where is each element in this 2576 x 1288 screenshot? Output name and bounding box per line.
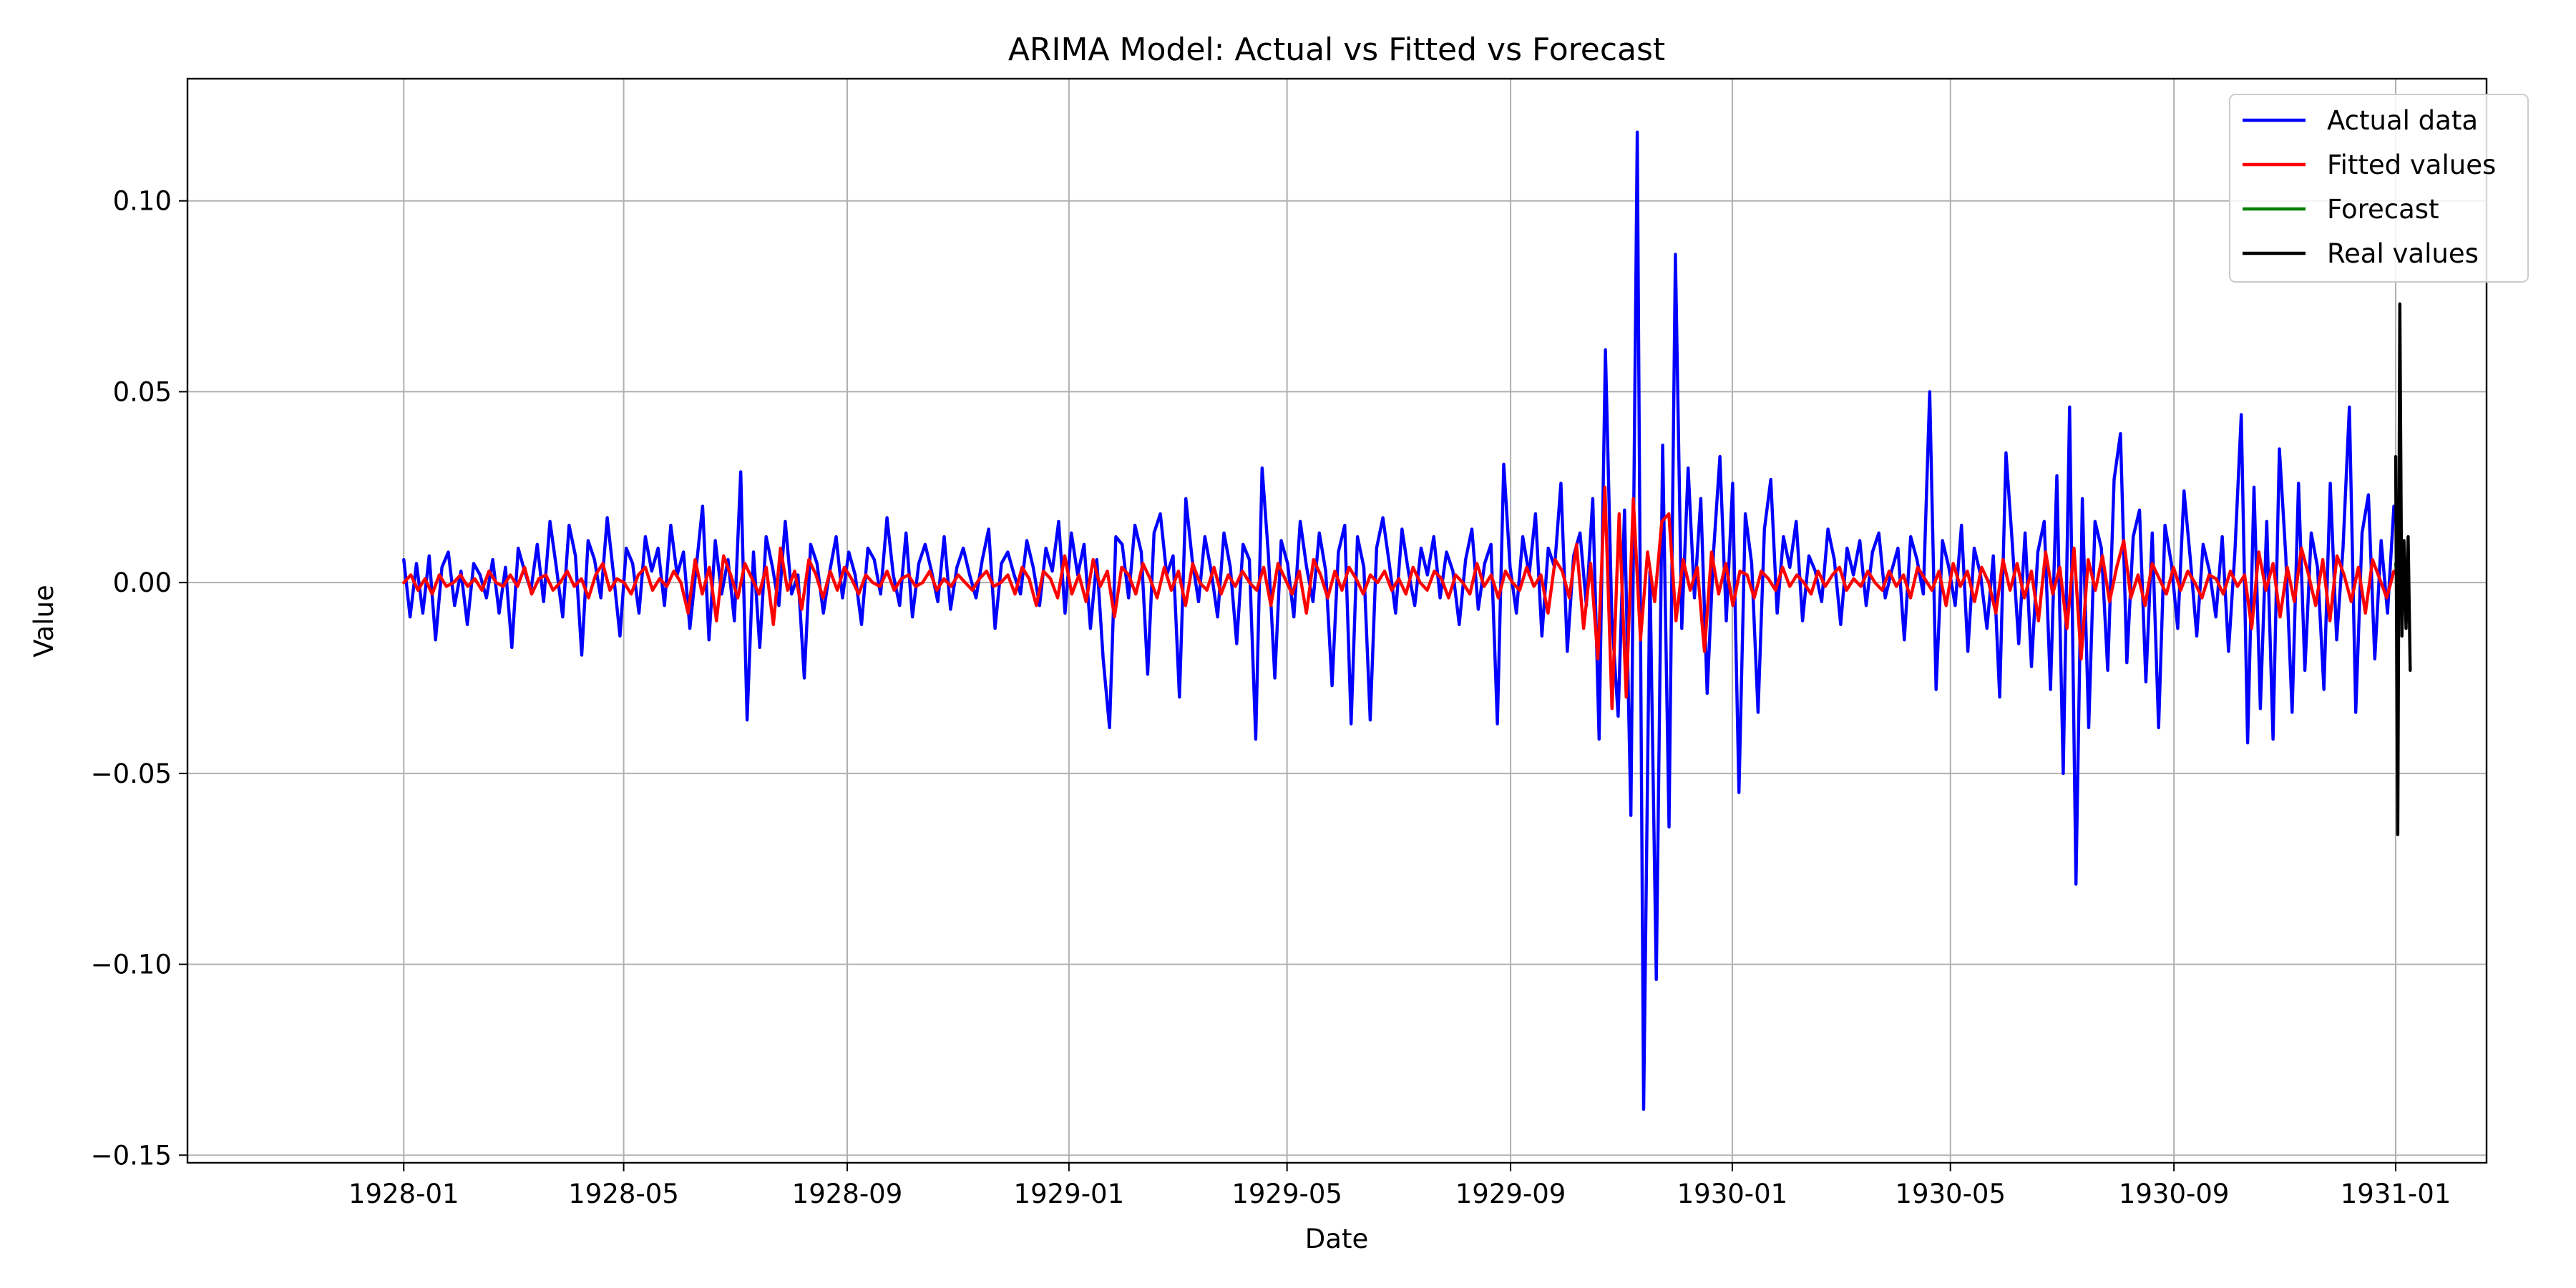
x-tick-label: 1928-05: [568, 1179, 679, 1209]
series-line-real-values: [2394, 302, 2412, 836]
y-tick-label: 0.00: [113, 567, 172, 598]
x-tick-label: 1928-09: [792, 1179, 903, 1209]
y-tick-label: −0.15: [91, 1140, 172, 1171]
plot-series: [402, 130, 2412, 1111]
y-tick-label: −0.05: [91, 758, 172, 789]
y-tick-label: −0.10: [91, 950, 172, 980]
ticks: 1928-01 1928-05 1928-09 1929-01 1929-05 1929-…: [91, 186, 2451, 1209]
axes-frame: [186, 77, 2488, 1164]
legend: Actual data Fitted values Forecast Real val…: [2229, 94, 2529, 283]
series-line-fitted-values: [402, 485, 2396, 711]
x-tick-label: 1929-05: [1231, 1179, 1342, 1209]
legend-label: Real values: [2327, 238, 2479, 269]
series-line-actual-data: [402, 130, 2396, 1111]
x-tick-label: 1931-01: [2341, 1179, 2451, 1209]
x-axis-label: Date: [1305, 1224, 1368, 1254]
legend-box: [2229, 94, 2529, 283]
chart-title: ARIMA Model: Actual vs Fitted vs Forecas…: [1008, 31, 1665, 68]
x-tick-label: 1928-01: [348, 1179, 459, 1209]
x-tick-label: 1930-01: [1677, 1179, 1788, 1209]
legend-label: Actual data: [2327, 105, 2478, 136]
y-axis-label: Value: [29, 585, 59, 658]
x-tick-label: 1929-01: [1014, 1179, 1125, 1209]
x-tick-label: 1930-05: [1895, 1179, 2006, 1209]
legend-label: Fitted values: [2327, 150, 2496, 180]
y-tick-label: 0.10: [113, 186, 172, 217]
legend-label: Forecast: [2327, 194, 2439, 225]
x-tick-label: 1929-09: [1455, 1179, 1566, 1209]
y-tick-label: 0.05: [113, 376, 172, 407]
x-tick-label: 1930-09: [2119, 1179, 2230, 1209]
